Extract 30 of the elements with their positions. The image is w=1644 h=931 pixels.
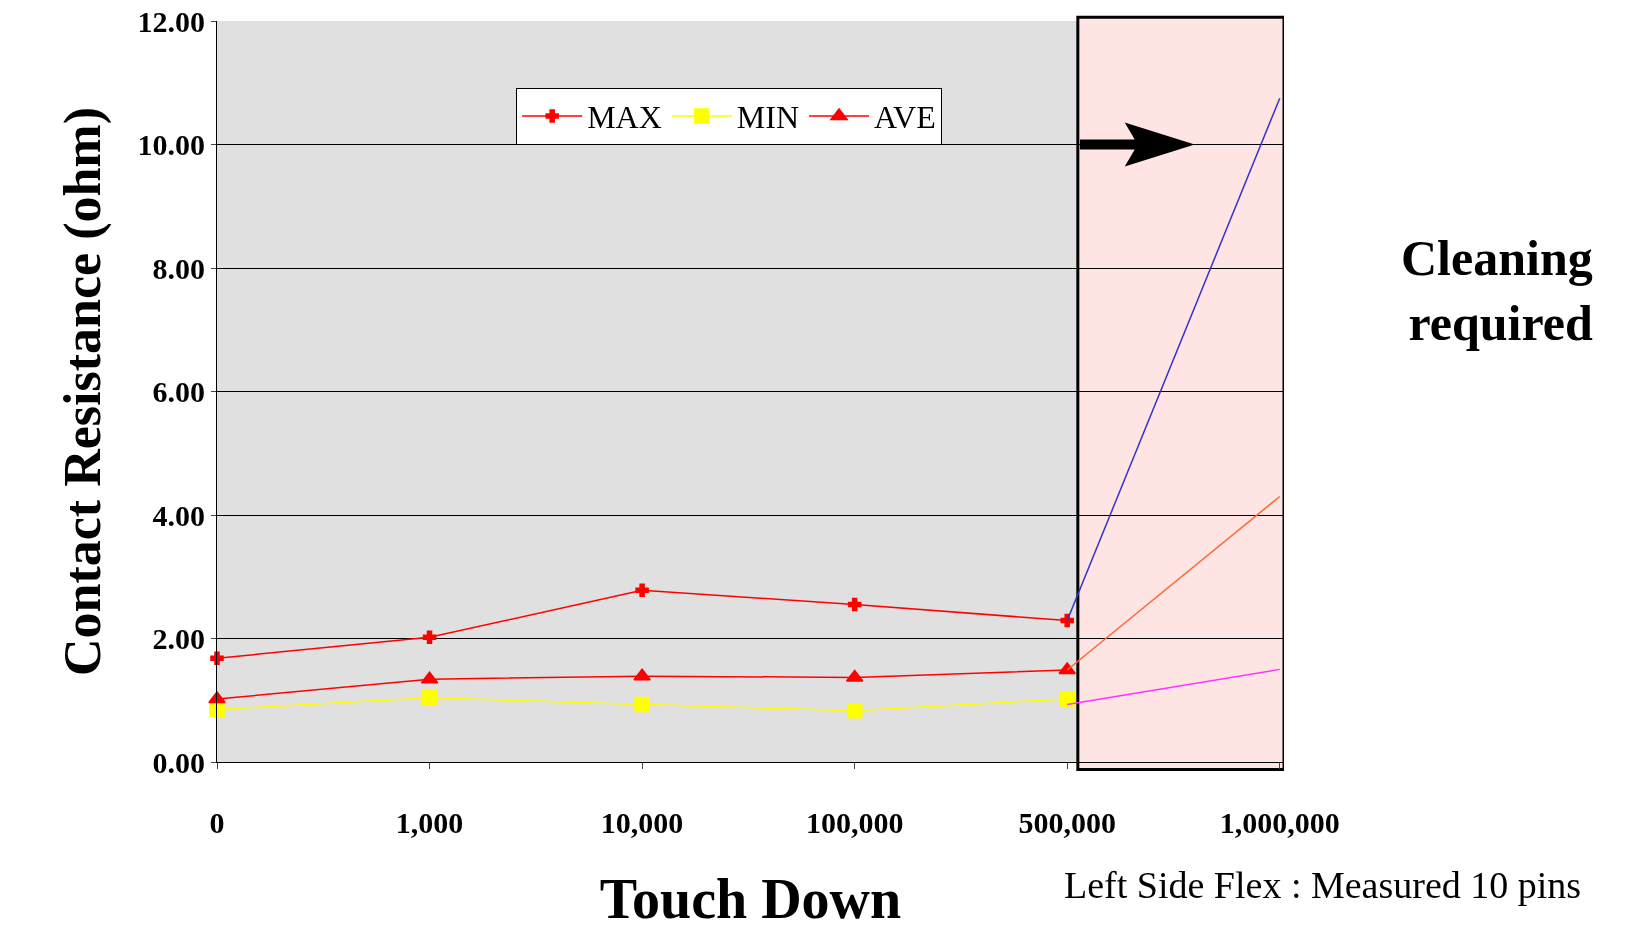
y-tick-label: 2.00 xyxy=(152,622,205,655)
x-tick-label: 100,000 xyxy=(805,806,904,839)
point xyxy=(1060,613,1074,628)
legend-label: MIN xyxy=(736,99,800,136)
y-tick-label: 4.00 xyxy=(152,498,205,532)
point xyxy=(422,630,437,645)
point xyxy=(1059,691,1075,707)
legend-label: AVE xyxy=(874,99,936,136)
point xyxy=(421,690,438,706)
x-tick-label: 1,000 xyxy=(395,806,464,839)
point xyxy=(633,668,651,681)
x-axis-title: Touch Down xyxy=(599,867,902,930)
point xyxy=(846,703,863,719)
x-tick-label: 1,000,000 xyxy=(1219,806,1340,839)
x-tick-label: 0 xyxy=(209,806,225,839)
x-tick-label: 10,000 xyxy=(600,806,684,839)
text: Left Side Flex : Measured 10 pins xyxy=(1064,864,1582,906)
point xyxy=(847,597,862,612)
point xyxy=(635,583,649,598)
x-tick-label: 500,000 xyxy=(1018,806,1116,839)
text: Cleaning required xyxy=(1401,230,1593,351)
y-tick-label: 8.00 xyxy=(152,251,205,285)
y-tick-label: 6.00 xyxy=(152,375,205,408)
y-tick-label: 12.00 xyxy=(137,4,205,38)
y-tick-label: 0.00 xyxy=(152,745,205,779)
y-tick-label: 10.00 xyxy=(137,128,205,161)
point xyxy=(634,696,650,713)
legend-label: MAX xyxy=(587,99,662,136)
point xyxy=(210,651,224,666)
y-axis-title: Contact Resistance (ohm) xyxy=(53,106,112,677)
